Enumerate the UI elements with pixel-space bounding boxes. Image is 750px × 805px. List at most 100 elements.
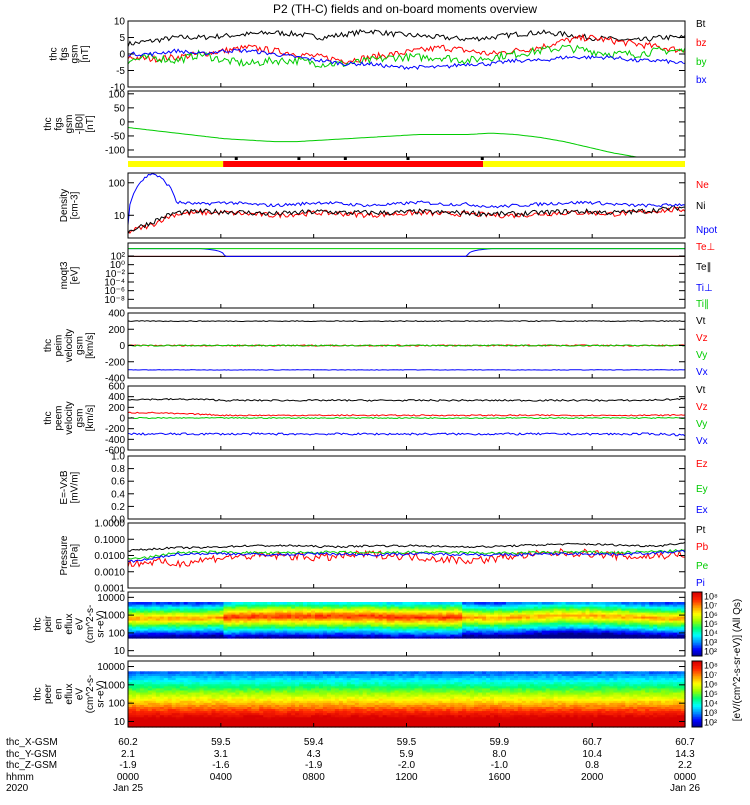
heat-cell bbox=[160, 671, 165, 674]
heat-cell bbox=[275, 671, 280, 674]
y-axis-label: [eV] bbox=[69, 266, 80, 284]
y-tick-label: 100 bbox=[108, 628, 125, 639]
legend-peim-velocity-2: Vy bbox=[696, 350, 707, 361]
heat-cell bbox=[343, 602, 348, 605]
heat-cell bbox=[355, 671, 360, 674]
heat-cell bbox=[407, 671, 412, 674]
series-line-Vx bbox=[128, 433, 685, 436]
legend-efield-0: Ez bbox=[696, 459, 708, 470]
heat-cell bbox=[410, 602, 415, 605]
heat-cell bbox=[247, 671, 252, 674]
heat-cell bbox=[172, 602, 177, 605]
y-tick-label: -100 bbox=[105, 145, 125, 156]
legend-moms-temp-1: Te∥ bbox=[696, 262, 712, 273]
panel-frame bbox=[128, 91, 685, 157]
heat-cell bbox=[200, 602, 205, 605]
heat-cell bbox=[470, 602, 475, 605]
heat-cell bbox=[335, 602, 340, 605]
heat-cell bbox=[673, 602, 678, 605]
heat-cell bbox=[367, 671, 372, 674]
heat-cell bbox=[243, 671, 248, 674]
heat-cell bbox=[223, 602, 228, 605]
legend-moms-temp-3: Ti∥ bbox=[696, 299, 709, 310]
heat-cell bbox=[144, 671, 149, 674]
heat-cell bbox=[399, 602, 404, 605]
heat-cell bbox=[267, 671, 272, 674]
heat-cell bbox=[478, 602, 483, 605]
heat-cell bbox=[371, 602, 376, 605]
heat-cell bbox=[502, 602, 507, 605]
heat-cell bbox=[430, 602, 435, 605]
heat-cell bbox=[613, 602, 618, 605]
y-tick-label: 5 bbox=[119, 33, 125, 44]
heat-cell bbox=[180, 602, 185, 605]
heat-cell bbox=[291, 671, 296, 674]
heat-cell bbox=[152, 602, 157, 605]
y-axis-label: peim bbox=[54, 335, 65, 357]
legend-fgs-gsm-1: bz bbox=[696, 38, 707, 49]
heat-cell bbox=[371, 671, 376, 674]
panel-peim-velocity bbox=[128, 313, 685, 378]
heat-cell bbox=[168, 671, 173, 674]
y-tick-label: 0 bbox=[119, 341, 125, 352]
heat-cell bbox=[283, 602, 288, 605]
heat-cell bbox=[653, 602, 658, 605]
y-tick-label: 0 bbox=[119, 50, 125, 61]
legend-density-0: Ne bbox=[696, 180, 709, 191]
heat-cell bbox=[375, 602, 380, 605]
heat-cell bbox=[665, 602, 670, 605]
heat-cell bbox=[136, 671, 141, 674]
heat-cell bbox=[621, 602, 626, 605]
heat-cell bbox=[227, 671, 232, 674]
heat-cell bbox=[319, 671, 324, 674]
panel-fgs-gsm bbox=[128, 21, 685, 87]
heat-cell bbox=[446, 602, 451, 605]
heat-cell bbox=[542, 602, 547, 605]
heat-cell bbox=[414, 671, 419, 674]
heat-cell bbox=[323, 671, 328, 674]
y-axis-label: velocity bbox=[64, 401, 75, 434]
heat-cell bbox=[347, 602, 352, 605]
series-line-Vt bbox=[128, 398, 685, 401]
heat-cell bbox=[311, 602, 316, 605]
y-axis-label: (cm^2-s- bbox=[85, 605, 96, 644]
legend-pressure-2: Pe bbox=[696, 561, 709, 572]
heat-cell bbox=[426, 602, 431, 605]
y-tick-label: -400 bbox=[105, 435, 125, 446]
panel-peir-energy bbox=[128, 592, 686, 656]
y-axis-label: thc bbox=[43, 339, 54, 352]
heat-cell bbox=[510, 602, 515, 605]
heat-cell bbox=[168, 602, 173, 605]
heat-cell bbox=[184, 671, 189, 674]
heat-cell bbox=[558, 602, 563, 605]
heat-cell bbox=[136, 602, 141, 605]
heat-cell bbox=[152, 671, 157, 674]
y-tick-label: -200 bbox=[105, 424, 125, 435]
heat-cell bbox=[144, 602, 149, 605]
panel-pressure bbox=[128, 523, 685, 588]
heat-cell bbox=[633, 602, 638, 605]
heat-cell bbox=[259, 671, 264, 674]
heat-cell bbox=[259, 602, 264, 605]
series-line-Vx bbox=[128, 370, 685, 371]
heat-cell bbox=[379, 602, 384, 605]
heat-cell bbox=[295, 602, 300, 605]
y-tick-label: 0.0010 bbox=[94, 567, 125, 578]
heat-cell bbox=[530, 602, 535, 605]
heat-cell bbox=[156, 671, 161, 674]
heat-cell bbox=[287, 671, 292, 674]
heat-cell bbox=[395, 602, 400, 605]
y-tick-label: 10 bbox=[114, 211, 126, 222]
heat-cell bbox=[132, 602, 137, 605]
heat-cell bbox=[295, 671, 300, 674]
y-axis-label: eV bbox=[75, 618, 86, 631]
y-tick-label: 10000 bbox=[97, 593, 125, 604]
heat-cell bbox=[283, 671, 288, 674]
y-axis-label: gsm bbox=[75, 336, 86, 355]
heat-cell bbox=[641, 602, 646, 605]
legend-fgs-gsm-2: by bbox=[696, 57, 707, 68]
heat-cell bbox=[438, 602, 443, 605]
heat-cell bbox=[251, 602, 256, 605]
heat-cell bbox=[172, 671, 177, 674]
